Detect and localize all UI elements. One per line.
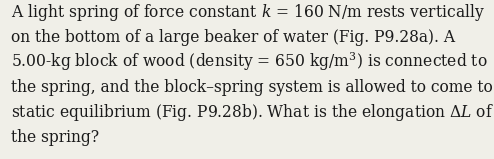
Text: the spring?: the spring? — [11, 129, 99, 146]
Text: 5.00-kg block of wood (density = 650 kg/m$^3$) is connected to: 5.00-kg block of wood (density = 650 kg/… — [11, 50, 488, 73]
Text: static equilibrium (Fig. P9.28b). What is the elongation $\Delta L$ of: static equilibrium (Fig. P9.28b). What i… — [11, 102, 494, 123]
Text: the spring, and the block–spring system is allowed to come to: the spring, and the block–spring system … — [11, 79, 493, 96]
Text: on the bottom of a large beaker of water (Fig. P9.28a). A: on the bottom of a large beaker of water… — [11, 29, 455, 46]
Text: A light spring of force constant $k$ = 160 N/m rests vertically: A light spring of force constant $k$ = 1… — [11, 2, 485, 23]
